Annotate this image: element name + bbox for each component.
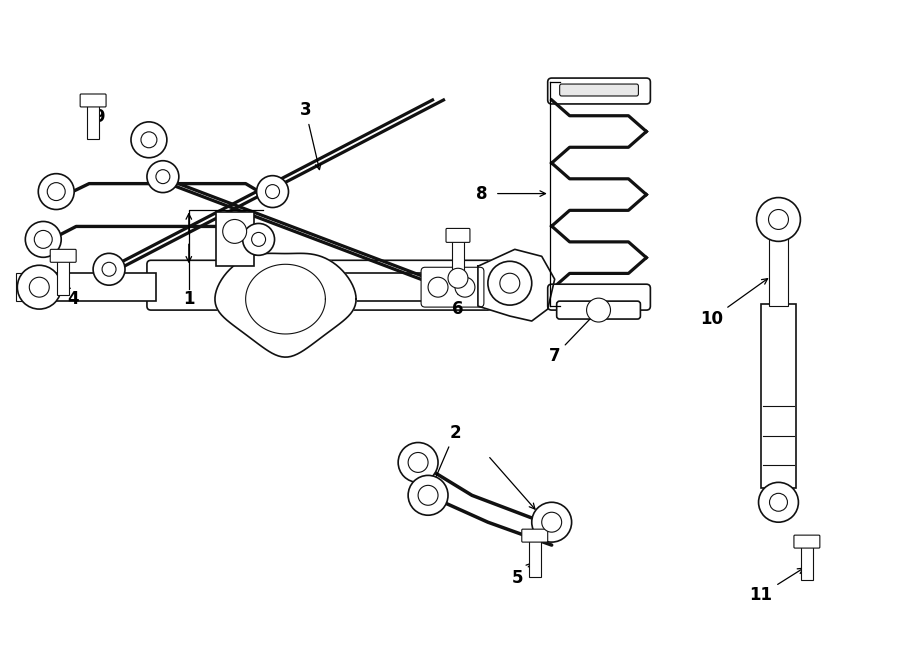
Circle shape bbox=[542, 512, 562, 532]
FancyBboxPatch shape bbox=[557, 301, 641, 319]
FancyBboxPatch shape bbox=[446, 229, 470, 243]
Text: 2: 2 bbox=[429, 424, 461, 492]
Circle shape bbox=[769, 210, 788, 229]
Circle shape bbox=[252, 233, 266, 247]
Text: 6: 6 bbox=[452, 270, 464, 318]
Circle shape bbox=[757, 198, 800, 241]
Bar bbox=[801, 545, 813, 580]
Circle shape bbox=[418, 485, 438, 505]
FancyBboxPatch shape bbox=[421, 267, 484, 307]
Bar bbox=[216, 212, 254, 266]
Circle shape bbox=[47, 182, 65, 200]
Polygon shape bbox=[478, 249, 554, 321]
Bar bbox=[46, 273, 156, 301]
Circle shape bbox=[455, 277, 475, 297]
Text: 3: 3 bbox=[300, 101, 321, 170]
Circle shape bbox=[256, 176, 289, 208]
FancyBboxPatch shape bbox=[794, 535, 820, 548]
Bar bbox=[346, 273, 480, 301]
FancyBboxPatch shape bbox=[80, 94, 106, 107]
Circle shape bbox=[408, 475, 448, 515]
FancyBboxPatch shape bbox=[548, 284, 651, 310]
Circle shape bbox=[156, 170, 170, 184]
Circle shape bbox=[93, 253, 125, 285]
Circle shape bbox=[428, 277, 448, 297]
FancyBboxPatch shape bbox=[560, 84, 638, 96]
Circle shape bbox=[34, 231, 52, 249]
Circle shape bbox=[131, 122, 166, 158]
Text: 8: 8 bbox=[476, 184, 488, 202]
Circle shape bbox=[759, 483, 798, 522]
Bar bbox=[452, 239, 464, 281]
Text: 4: 4 bbox=[65, 285, 79, 308]
Text: 9: 9 bbox=[94, 102, 105, 126]
Text: 5: 5 bbox=[512, 563, 532, 587]
Circle shape bbox=[102, 262, 116, 276]
Circle shape bbox=[141, 132, 157, 148]
Text: 1: 1 bbox=[183, 290, 194, 308]
Circle shape bbox=[222, 219, 247, 243]
Circle shape bbox=[587, 298, 610, 322]
Circle shape bbox=[243, 223, 274, 255]
Circle shape bbox=[770, 493, 788, 511]
Polygon shape bbox=[215, 253, 356, 357]
Circle shape bbox=[30, 277, 50, 297]
Bar bbox=[58, 259, 69, 295]
Circle shape bbox=[398, 442, 438, 483]
Bar bbox=[769, 231, 788, 306]
Bar bbox=[529, 539, 541, 577]
Circle shape bbox=[147, 161, 179, 192]
Circle shape bbox=[488, 261, 532, 305]
Circle shape bbox=[39, 174, 74, 210]
Text: 10: 10 bbox=[699, 279, 768, 328]
Circle shape bbox=[266, 184, 280, 198]
Bar bbox=[761, 304, 796, 488]
Circle shape bbox=[500, 273, 520, 293]
FancyBboxPatch shape bbox=[50, 249, 76, 262]
FancyBboxPatch shape bbox=[548, 78, 651, 104]
FancyBboxPatch shape bbox=[147, 260, 494, 310]
Circle shape bbox=[17, 265, 61, 309]
FancyBboxPatch shape bbox=[522, 529, 548, 542]
Circle shape bbox=[448, 268, 468, 288]
Bar bbox=[16, 273, 49, 301]
Text: 7: 7 bbox=[549, 313, 596, 365]
Text: 11: 11 bbox=[750, 568, 804, 604]
Circle shape bbox=[25, 221, 61, 257]
Circle shape bbox=[408, 453, 428, 473]
Bar bbox=[87, 104, 99, 139]
Circle shape bbox=[532, 502, 572, 542]
